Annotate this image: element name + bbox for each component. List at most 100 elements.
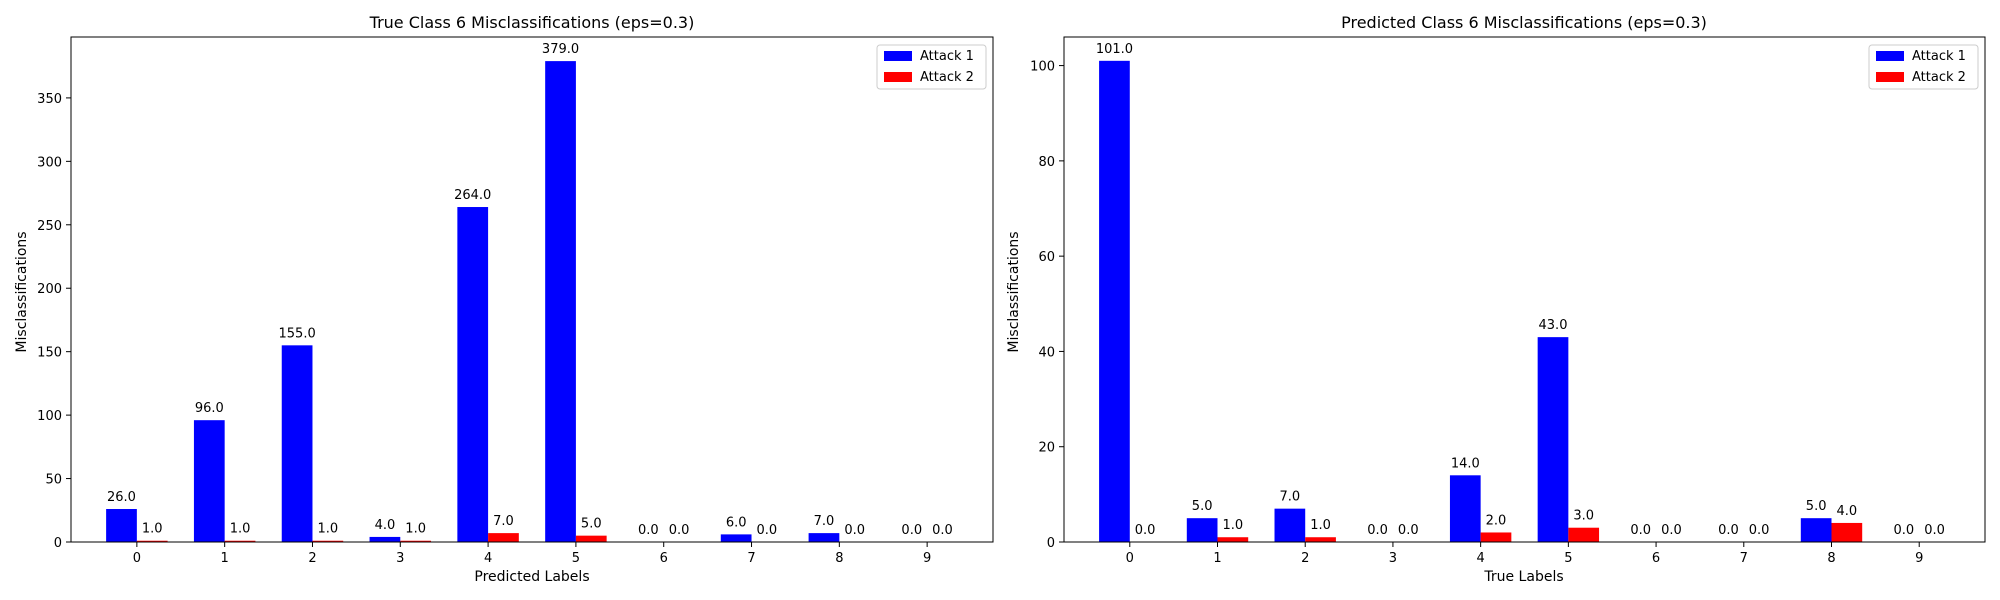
bar-value-label: 0.0 xyxy=(638,523,659,538)
bar-value-label: 2.0 xyxy=(1486,513,1507,528)
y-tick-label: 40 xyxy=(1038,345,1055,360)
y-tick-label: 20 xyxy=(1038,441,1055,456)
bar-attack-2-0 xyxy=(136,540,168,542)
bar-value-label: 7.0 xyxy=(1280,490,1301,505)
chart-left-xlabel: Predicted Labels xyxy=(474,569,589,585)
bar-attack-1-8 xyxy=(808,533,840,542)
chart-right-legend: Attack 1 Attack 2 xyxy=(1868,44,1979,90)
x-tick-label: 1 xyxy=(1213,551,1221,566)
bar-attack-1-2 xyxy=(1274,508,1306,542)
bar-value-label: 0.0 xyxy=(1749,523,1770,538)
x-tick-label: 0 xyxy=(133,551,141,566)
bar-attack-2-1 xyxy=(224,540,256,542)
bar-attack-2-5 xyxy=(1568,527,1600,542)
bar-attack-1-2 xyxy=(281,345,313,542)
bar-attack-1-5 xyxy=(545,61,576,543)
x-tick-label: 8 xyxy=(835,551,843,566)
x-tick-label: 3 xyxy=(396,551,404,566)
bar-attack-1-3 xyxy=(369,536,401,542)
x-tick-label: 4 xyxy=(484,551,492,566)
x-tick-label: 9 xyxy=(1915,551,1923,566)
bar-value-label: 4.0 xyxy=(1837,504,1858,519)
y-tick-label: 350 xyxy=(37,92,62,107)
bar-value-label: 5.0 xyxy=(581,517,602,532)
chart-right-ylabel: Misclassifications xyxy=(1006,231,1022,352)
legend-label-attack-1: Attack 1 xyxy=(920,49,974,64)
bar-attack-1-1 xyxy=(193,420,225,542)
bar-value-label: 14.0 xyxy=(1451,456,1480,471)
y-tick-label: 200 xyxy=(37,282,62,297)
x-tick-label: 6 xyxy=(1652,551,1660,566)
x-tick-label: 8 xyxy=(1827,551,1835,566)
bar-attack-1-5 xyxy=(1537,337,1569,542)
bar-value-label: 1.0 xyxy=(230,522,251,537)
bar-value-label: 155.0 xyxy=(279,326,316,341)
y-tick-label: 60 xyxy=(1038,250,1055,265)
bar-attack-2-2 xyxy=(1305,537,1336,542)
bar-value-label: 1.0 xyxy=(317,522,338,537)
bar-attack-2-8 xyxy=(1831,522,1863,542)
y-tick-label: 50 xyxy=(45,473,62,488)
bar-value-label: 1.0 xyxy=(405,522,426,537)
x-tick-label: 1 xyxy=(221,551,229,566)
x-tick-label: 7 xyxy=(747,551,755,566)
y-tick-label: 0 xyxy=(1047,536,1055,551)
bar-attack-2-2 xyxy=(312,540,344,542)
bar-value-label: 0.0 xyxy=(1135,523,1156,538)
bar-attack-2-5 xyxy=(575,535,607,542)
legend-swatch-attack-2 xyxy=(884,72,912,82)
bar-value-label: 101.0 xyxy=(1096,42,1133,57)
chart-right-title: Predicted Class 6 Misclassifications (ep… xyxy=(1341,13,1707,32)
bar-value-label: 0.0 xyxy=(844,523,865,538)
bar-value-label: 1.0 xyxy=(1310,518,1331,533)
bar-attack-1-4 xyxy=(1449,475,1481,542)
bar-value-label: 0.0 xyxy=(1398,523,1419,538)
bar-attack-2-3 xyxy=(400,540,432,542)
chart-right-ticks: 0 1 2 3 4 5 6 7 8 9 0 20 40 60 80 100 xyxy=(1030,60,1923,566)
chart-left-legend: Attack 1 Attack 2 xyxy=(876,44,987,90)
bar-value-label: 5.0 xyxy=(1192,499,1213,514)
bar-attack-1-4 xyxy=(457,207,489,542)
bar-value-label: 26.0 xyxy=(107,490,136,505)
legend-swatch-attack-1 xyxy=(884,51,912,61)
bar-value-label: 0.0 xyxy=(669,523,690,538)
bar-attack-2-1 xyxy=(1217,537,1249,542)
x-tick-label: 7 xyxy=(1740,551,1748,566)
bar-value-label: 1.0 xyxy=(1223,518,1244,533)
bar-value-label: 0.0 xyxy=(757,523,778,538)
x-tick-label: 2 xyxy=(1301,551,1309,566)
bar-attack-2-4 xyxy=(488,533,519,542)
y-tick-label: 150 xyxy=(37,346,62,361)
chart-left-bar-labels: 26.0 96.0 155.0 4.0 264.0 379.0 0.0 6.0 7.0 0.0 1.… xyxy=(107,42,953,538)
bar-value-label: 0.0 xyxy=(1718,523,1739,538)
chart-left-bars xyxy=(106,61,840,543)
y-tick-label: 100 xyxy=(37,409,62,424)
x-tick-label: 9 xyxy=(923,551,931,566)
bar-value-label: 0.0 xyxy=(1367,523,1388,538)
bar-value-label: 264.0 xyxy=(454,188,491,203)
x-tick-label: 2 xyxy=(308,551,316,566)
bar-value-label: 379.0 xyxy=(542,42,579,57)
legend-swatch-attack-2 xyxy=(1876,72,1904,82)
bar-value-label: 7.0 xyxy=(493,514,514,529)
bar-attack-2-4 xyxy=(1480,532,1512,542)
y-tick-label: 250 xyxy=(37,219,62,234)
chart-left-ticks: 0 1 2 3 4 5 6 7 8 9 0 50 100 150 200 250 300 350 xyxy=(37,92,931,566)
y-tick-label: 100 xyxy=(1030,60,1055,75)
bar-value-label: 3.0 xyxy=(1573,509,1594,524)
legend-swatch-attack-1 xyxy=(1876,51,1904,61)
bar-value-label: 96.0 xyxy=(195,401,224,416)
chart-right-bars xyxy=(1099,60,1863,543)
legend-label-attack-2: Attack 2 xyxy=(920,70,974,85)
bar-value-label: 1.0 xyxy=(142,522,163,537)
bar-attack-1-0 xyxy=(1099,60,1130,543)
x-tick-label: 3 xyxy=(1389,551,1397,566)
bar-value-label: 0.0 xyxy=(901,523,922,538)
x-tick-label: 4 xyxy=(1477,551,1485,566)
chart-right-plot-frame xyxy=(1063,36,1986,543)
bar-value-label: 0.0 xyxy=(1630,523,1651,538)
bar-attack-1-1 xyxy=(1186,518,1218,542)
bar-value-label: 43.0 xyxy=(1539,318,1568,333)
bar-attack-1-8 xyxy=(1800,518,1832,542)
